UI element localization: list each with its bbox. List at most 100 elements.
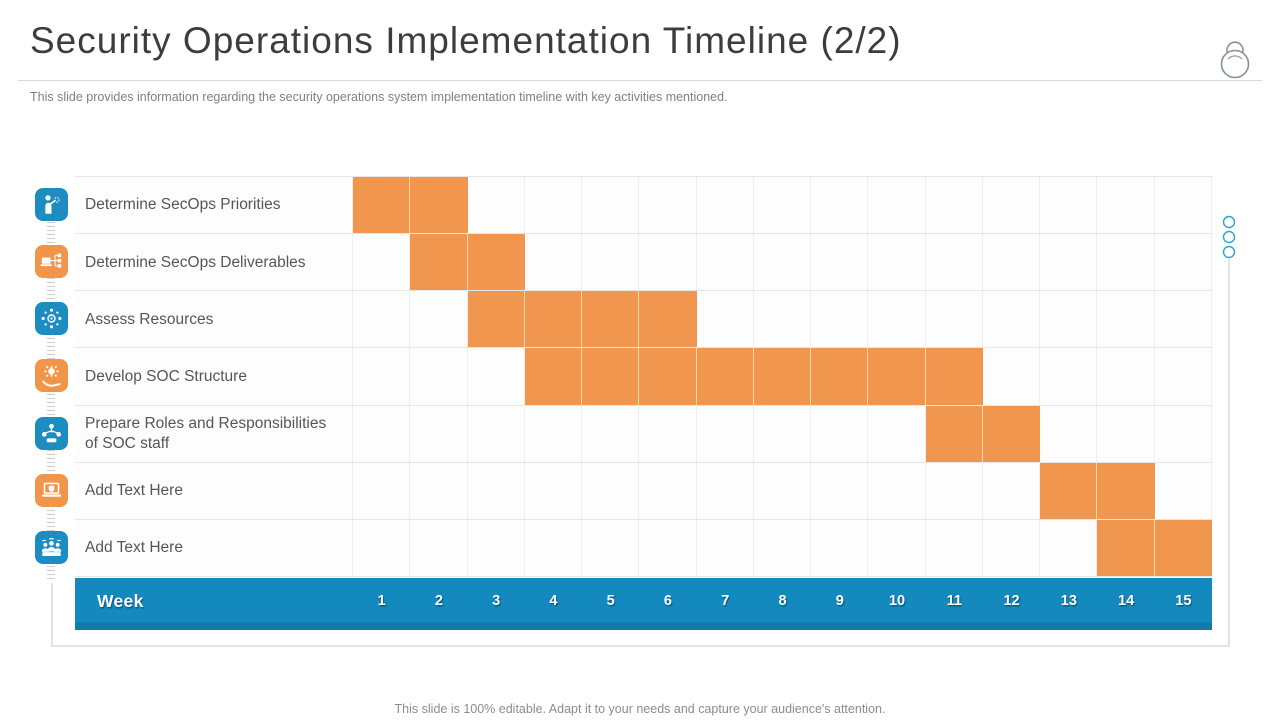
gantt-cell — [1040, 405, 1098, 462]
gantt-cell — [697, 177, 754, 234]
gantt-cell — [525, 177, 583, 234]
gantt-bar-cell — [753, 348, 812, 405]
gantt-cell — [811, 462, 869, 519]
gantt-cell — [697, 519, 754, 576]
week-number: 7 — [721, 593, 730, 609]
gantt-cell — [1040, 519, 1098, 576]
week-number: 2 — [434, 593, 443, 609]
laptop-shield-icon — [34, 473, 68, 507]
gantt-cell — [639, 462, 697, 519]
gantt-cell — [353, 462, 411, 519]
gantt-cell — [468, 519, 525, 576]
task-label[interactable]: Add Text Here — [75, 462, 353, 519]
gantt-bar-cell — [868, 348, 926, 405]
week-axis-label: Week — [97, 590, 144, 611]
gantt-cell — [1155, 348, 1212, 405]
gantt-bar-cell — [353, 177, 411, 234]
gantt-cell — [983, 177, 1041, 234]
gantt-cell — [754, 177, 812, 234]
gantt-bar-cell — [410, 177, 468, 234]
gantt-cell — [468, 348, 525, 405]
gantt-cell — [926, 519, 983, 576]
week-number: 11 — [946, 593, 962, 609]
network-hub-icon — [34, 302, 68, 336]
gantt-bar-cell — [524, 291, 583, 348]
gantt-cell — [811, 177, 869, 234]
gantt-cell — [754, 519, 812, 576]
task-icon-wrap — [34, 290, 68, 347]
gantt-bar-cell — [1097, 462, 1155, 519]
gantt-cell — [983, 519, 1041, 576]
gantt-bar-cell — [1040, 462, 1098, 519]
gantt-bar-cell — [1154, 519, 1212, 576]
gantt-cell — [353, 291, 411, 348]
gantt-bar-cell — [925, 348, 983, 405]
gantt-cell — [811, 234, 869, 291]
gantt-cell — [582, 234, 640, 291]
gantt-chart: Determine SecOps Priorities Determine Sec… — [75, 176, 1212, 577]
week-number: 10 — [888, 593, 906, 609]
gantt-cell — [582, 405, 640, 462]
gantt-bar-cell — [639, 348, 697, 405]
gantt-bar-cell — [925, 405, 983, 462]
gantt-cell — [525, 462, 583, 519]
gantt-cell — [525, 234, 583, 291]
gantt-cell — [811, 519, 869, 576]
gantt-bar-cell — [467, 291, 525, 348]
gantt-row: Determine SecOps Deliverables — [75, 233, 1212, 291]
week-number: 13 — [1060, 593, 1077, 609]
gantt-cell — [353, 348, 411, 405]
padlock-icon — [1214, 28, 1256, 89]
gantt-cell — [1097, 405, 1155, 462]
gantt-bar-cell — [1097, 519, 1155, 576]
task-label: Prepare Roles and Responsibilities of SO… — [75, 405, 353, 462]
gantt-bar-cell — [982, 405, 1041, 462]
gantt-cell — [811, 405, 869, 462]
week-number: 8 — [778, 593, 787, 609]
gantt-row: Assess Resources — [75, 290, 1212, 348]
gantt-cell — [410, 405, 468, 462]
gantt-cell — [582, 177, 640, 234]
gantt-bar-cell — [467, 234, 525, 291]
task-label: Develop SOC Structure — [75, 348, 353, 405]
gantt-bar-cell — [582, 348, 640, 405]
gantt-cell — [1040, 291, 1098, 348]
task-label[interactable]: Add Text Here — [75, 519, 353, 576]
gantt-cell — [1040, 348, 1098, 405]
gantt-cell — [639, 519, 697, 576]
week-number: 3 — [492, 593, 501, 609]
gantt-bar-cell — [811, 348, 869, 405]
gantt-row: Prepare Roles and Responsibilities of SO… — [75, 404, 1212, 462]
gantt-cell — [697, 405, 754, 462]
gantt-cell — [410, 348, 468, 405]
gantt-cell — [926, 291, 983, 348]
gantt-cell — [1155, 462, 1212, 519]
gantt-cell — [811, 291, 869, 348]
gantt-cell — [468, 405, 525, 462]
week-number: 15 — [1175, 593, 1192, 609]
gantt-cell — [868, 177, 926, 234]
week-number: 12 — [1003, 593, 1020, 609]
flowchart-icon — [34, 245, 68, 279]
presenter-icon — [34, 188, 68, 222]
task-icon-rail — [34, 176, 68, 582]
task-icon-wrap — [34, 347, 68, 404]
week-axis-bar: Week 1 2 3 4 5 6 7 8 9 10 11 12 13 14 15 — [75, 578, 1212, 630]
gantt-cell — [639, 177, 697, 234]
task-icon-wrap — [34, 176, 68, 233]
task-label: Determine SecOps Priorities — [75, 177, 353, 234]
gantt-cell — [868, 462, 926, 519]
gantt-row: Add Text Here — [75, 518, 1212, 576]
gantt-cell — [868, 291, 926, 348]
gantt-rows: Determine SecOps Priorities Determine Sec… — [75, 176, 1212, 577]
gantt-cell — [353, 519, 411, 576]
gantt-cell — [639, 234, 697, 291]
team-icon — [34, 530, 68, 564]
gantt-cell — [1040, 234, 1098, 291]
gantt-cell — [754, 405, 812, 462]
gantt-row: Determine SecOps Priorities — [75, 176, 1212, 234]
gantt-cell — [1155, 405, 1212, 462]
gantt-bar-cell — [639, 291, 697, 348]
gantt-cell — [639, 405, 697, 462]
